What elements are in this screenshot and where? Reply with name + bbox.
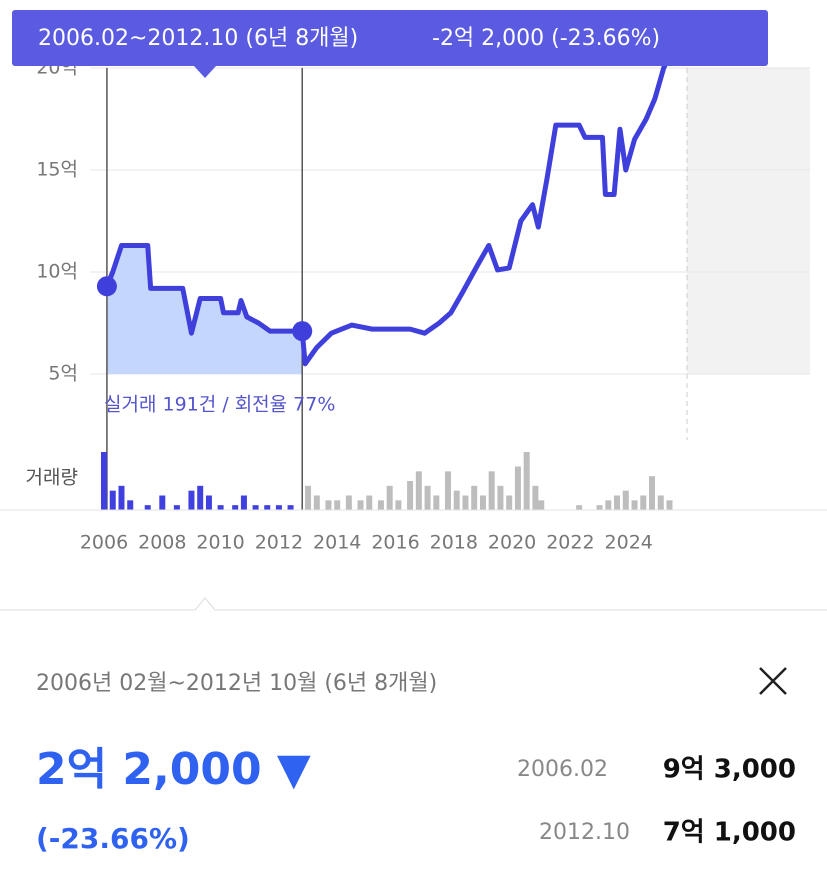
volume-bar [488,471,495,510]
x-tick-label: 2024 [605,532,653,554]
volume-bar [523,452,530,510]
tooltip-pointer [194,66,216,78]
volume-bar [109,490,116,510]
volume-bar [197,485,204,510]
volume-bar [640,495,647,510]
selection-point [292,321,313,342]
volume-bar [325,500,332,510]
close-button[interactable] [759,667,787,695]
y-tick-label: 5억 [48,363,78,385]
volume-bar [614,495,621,510]
volume-bar [395,500,402,510]
change-amount: 2억 2,000 ▼ [36,744,311,795]
volume-bar [357,500,364,510]
price-line [104,60,669,367]
volume-label: 거래량 [26,467,78,489]
tooltip: 2006.02~2012.10 (6년 8개월) -2억 2,000 (-23.… [12,10,768,78]
x-tick-label: 2010 [196,532,244,554]
volume-bar [313,495,320,510]
volume-bar [366,495,373,510]
volume-bar [287,505,294,510]
volume-bar [407,481,414,510]
volume-bar [240,495,247,510]
period: 2006년 02월~2012년 10월 (6년 8개월) [36,671,437,696]
volume-bar [666,500,673,510]
volume-bar [622,490,629,510]
volume-bar [386,485,393,510]
volume-bar [462,495,469,510]
y-tick-label: 15억 [36,159,78,181]
x-tick-label: 2016 [371,532,419,554]
trade-annotation: 실거래 191건 / 회전율 77% [104,394,335,416]
volume-bar [118,485,125,510]
volume-bar [657,495,664,510]
volume-bar [205,495,212,510]
volume-bar [433,495,440,510]
volume-bar [232,505,239,510]
volume-bar [173,505,180,510]
selection-point [96,276,117,297]
change-percent: (-23.66%) [36,822,190,855]
volume-bar [101,452,107,510]
volume-bar [444,471,451,510]
volume-bar [305,485,312,510]
volume-bar [415,471,422,510]
volume-bar [159,495,166,510]
volume-bar [453,490,460,510]
volume-bar [144,505,151,510]
volume-bar [471,485,478,510]
volume-bar [576,505,583,510]
future-region [687,68,810,374]
end-date: 2012.10 [539,820,630,845]
start-price: 9억 3,000 [663,755,796,785]
volume-bar [514,466,521,510]
volume-bar [506,495,513,510]
panel-divider [0,597,827,611]
tooltip-box [12,10,768,66]
y-tick-label: 10억 [36,261,78,283]
volume-bar [538,500,545,510]
selection-area [106,245,303,374]
x-tick-label: 2012 [255,532,303,554]
volume-bar [649,476,656,510]
volume-bar [377,500,384,510]
x-tick-label: 2018 [430,532,478,554]
volume-bar [532,485,539,510]
volume-bar [275,505,282,510]
x-tick-label: 2014 [313,532,361,554]
x-tick-label: 2022 [546,532,594,554]
volume-bar [188,490,195,510]
volume-bar [596,505,603,510]
volume-bar [497,485,504,510]
x-tick-label: 2008 [138,532,186,554]
start-date: 2006.02 [517,757,608,782]
volume-bar [345,495,352,510]
x-tick-label: 2006 [80,532,128,554]
x-tick-label: 2020 [488,532,536,554]
volume-bar [217,505,224,510]
volume-bar [252,505,259,510]
volume-bar [127,500,134,510]
volume-bar [631,500,638,510]
volume-bar [479,495,486,510]
end-price: 7억 1,000 [663,818,796,848]
volume-bar [424,485,431,510]
volume-bar [605,500,612,510]
tooltip-range: 2006.02~2012.10 (6년 8개월) [38,26,358,51]
volume-bar [264,505,271,510]
volume-bar [334,500,341,510]
tooltip-change: -2억 2,000 (-23.66%) [432,26,660,51]
